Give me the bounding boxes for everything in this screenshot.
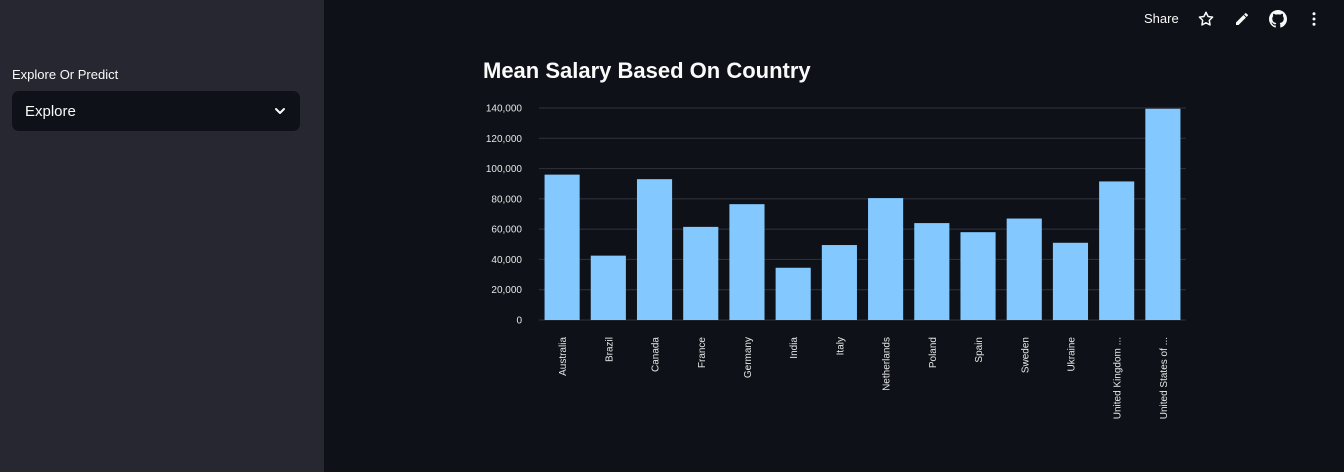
x-tick-label: Sweden xyxy=(1020,337,1031,373)
y-tick-label: 80,000 xyxy=(491,194,522,205)
bar-sweden[interactable] xyxy=(1006,218,1042,320)
y-tick-label: 100,000 xyxy=(486,164,523,175)
x-tick-label: Australia xyxy=(558,337,569,376)
star-icon[interactable] xyxy=(1197,10,1215,28)
github-icon[interactable] xyxy=(1269,10,1287,28)
bar-canada[interactable] xyxy=(636,179,673,320)
y-tick-label: 120,000 xyxy=(486,134,523,145)
x-tick-label: United Kingdom ... xyxy=(1113,337,1124,419)
share-button[interactable]: Share xyxy=(1144,11,1179,26)
pencil-icon[interactable] xyxy=(1233,10,1251,28)
salary-bar-chart: 0 20,000 40,000 60,000 80,000 100,000 120,000 1… xyxy=(486,104,1186,419)
bar-brazil[interactable] xyxy=(590,255,626,320)
chart-title: Mean Salary Based On Country xyxy=(483,58,811,83)
bar-germany[interactable] xyxy=(729,204,765,320)
explore-predict-select[interactable]: Explore xyxy=(12,91,300,131)
bar-india[interactable] xyxy=(775,267,811,320)
chevron-down-icon xyxy=(272,103,288,119)
x-tick-label: Spain xyxy=(974,337,985,363)
x-tick-label: United States of ... xyxy=(1159,337,1170,419)
y-tick-label: 40,000 xyxy=(491,255,522,266)
x-tick-label: Italy xyxy=(835,337,846,355)
bar-spain[interactable] xyxy=(960,232,996,320)
more-vertical-icon[interactable] xyxy=(1305,10,1323,28)
bar-france[interactable] xyxy=(683,226,719,320)
y-tick-label: 0 xyxy=(516,316,522,327)
bar-australia[interactable] xyxy=(544,174,580,320)
x-tick-label: India xyxy=(789,337,800,359)
x-tick-label: Netherlands xyxy=(882,337,893,391)
x-tick-label: Canada xyxy=(651,337,662,372)
x-tick-label: Ukraine xyxy=(1066,337,1077,372)
x-tick-label: Brazil xyxy=(604,337,615,362)
bar-ukraine[interactable] xyxy=(1052,242,1089,320)
x-tick-label: Poland xyxy=(928,337,939,368)
x-tick-label: France xyxy=(697,337,708,369)
sidebar: Explore Or Predict Explore xyxy=(0,0,324,472)
x-tick-label: Germany xyxy=(743,337,754,378)
y-tick-label: 20,000 xyxy=(491,285,522,296)
bar-italy[interactable] xyxy=(821,245,857,320)
bar-netherlands[interactable] xyxy=(868,198,904,320)
bar-poland[interactable] xyxy=(914,223,950,320)
y-tick-label: 60,000 xyxy=(491,225,522,236)
bar-united-kingdom[interactable] xyxy=(1099,181,1135,320)
select-label: Explore Or Predict xyxy=(12,67,119,82)
select-value: Explore xyxy=(25,102,76,120)
y-tick-label: 140,000 xyxy=(486,104,523,115)
bar-united-states-of[interactable] xyxy=(1145,108,1181,320)
